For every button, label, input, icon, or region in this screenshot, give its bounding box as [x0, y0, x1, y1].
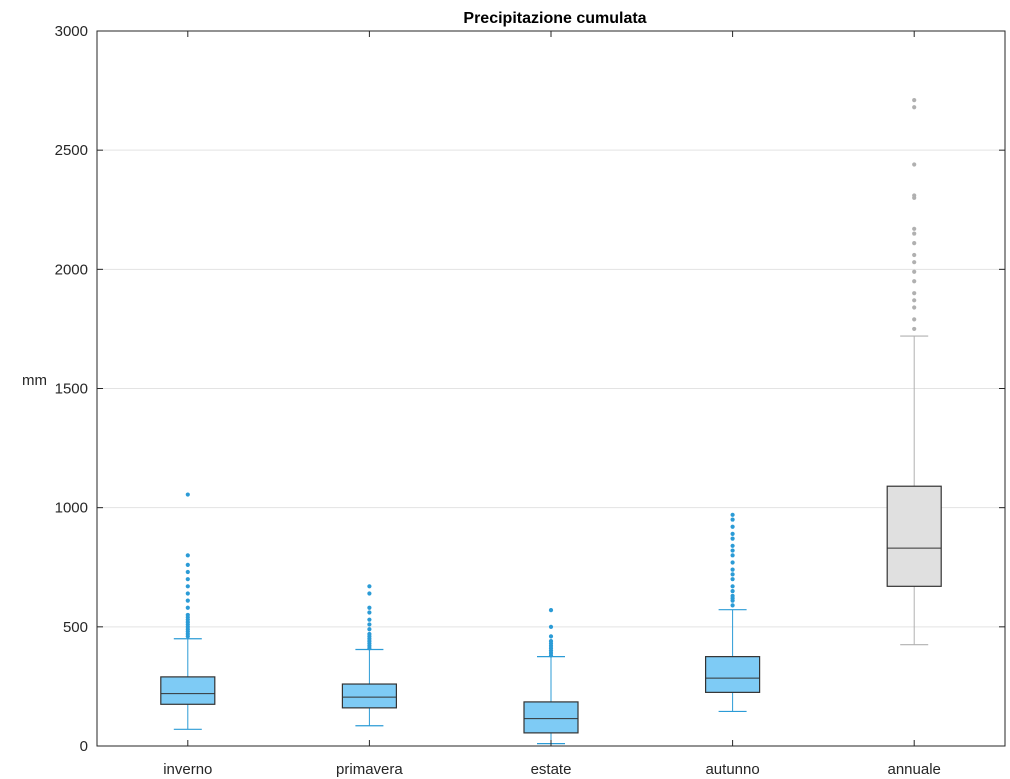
outlier-point [912, 252, 917, 258]
outlier-point [912, 305, 917, 310]
outlier-point [367, 584, 372, 589]
box-iqr [886, 485, 942, 587]
outlier-point [912, 291, 917, 296]
x-tick-label: estate [531, 761, 572, 778]
outlier-point [730, 553, 735, 558]
outlier-point [912, 162, 917, 167]
outlier-point [730, 524, 735, 529]
outlier-point [912, 298, 917, 303]
outlier-point [730, 567, 735, 572]
outlier-point [912, 279, 917, 284]
outlier-point [730, 531, 735, 536]
outlier-point [730, 588, 735, 594]
x-axis-ticks: inverno primavera estate autunno annuale [163, 31, 941, 778]
outlier-point [185, 612, 190, 618]
outlier-point [185, 553, 190, 558]
outlier-point [912, 98, 917, 103]
outlier-point [367, 610, 372, 615]
outlier-point [367, 622, 372, 627]
outlier-point [185, 562, 190, 567]
x-tick-label: autunno [705, 761, 759, 778]
outlier-point [548, 639, 554, 644]
grid-lines [97, 149, 1005, 628]
outlier-point [912, 231, 917, 236]
outlier-point [730, 543, 735, 548]
outlier-point [367, 627, 372, 632]
y-tick-label: 0 [80, 738, 88, 755]
outlier-point [912, 193, 917, 198]
box-iqr [160, 676, 216, 705]
y-tick-label: 2500 [55, 142, 88, 159]
outlier-point [185, 584, 190, 589]
outlier-point [367, 605, 372, 610]
outlier-point [730, 603, 735, 608]
outlier-point [548, 608, 554, 613]
outlier-point [548, 624, 554, 629]
outlier-point [912, 269, 917, 274]
outlier-point [912, 105, 917, 110]
x-tick-label: inverno [163, 761, 212, 778]
outlier-point [730, 572, 735, 577]
outlier-point [185, 591, 190, 596]
outlier-point [912, 226, 917, 231]
outlier-point [185, 577, 190, 582]
outlier-point [912, 326, 917, 332]
outlier-point [185, 605, 190, 610]
box-series [160, 98, 942, 745]
box-iqr [523, 701, 579, 734]
box-estate [523, 608, 579, 745]
box-primavera [341, 584, 397, 727]
outlier-point [730, 517, 735, 522]
y-tick-label: 2000 [55, 261, 88, 278]
outlier-point [730, 584, 735, 589]
y-axis-label: mm [22, 372, 47, 389]
outlier-point [185, 569, 190, 575]
outlier-point [912, 241, 917, 246]
y-axis-ticks: 0 500 1000 1500 2000 2500 3000 [55, 23, 1005, 755]
outlier-point [367, 617, 372, 622]
box-annuale [886, 98, 942, 646]
y-tick-label: 1500 [55, 381, 88, 398]
x-tick-label: annuale [888, 761, 941, 778]
outlier-point [730, 560, 735, 565]
outlier-point [912, 260, 917, 265]
box-iqr [704, 656, 761, 693]
outlier-point [185, 492, 190, 497]
outlier-point [185, 598, 190, 603]
box-iqr [341, 683, 397, 709]
y-tick-label: 500 [63, 619, 88, 636]
box-autunno [704, 512, 761, 713]
outlier-point [730, 577, 735, 582]
outlier-point [912, 317, 917, 322]
outlier-point [730, 548, 735, 553]
x-tick-label: primavera [336, 761, 403, 778]
outlier-point [730, 512, 735, 517]
outlier-point [548, 634, 554, 639]
box-inverno [160, 492, 216, 730]
outlier-point [730, 593, 735, 598]
y-tick-label: 1000 [55, 500, 88, 517]
outlier-point [367, 631, 372, 637]
y-tick-label: 3000 [55, 23, 88, 40]
chart-title: Precipitazione cumulata [463, 10, 646, 27]
outlier-point [730, 536, 735, 541]
outlier-point [367, 591, 372, 596]
